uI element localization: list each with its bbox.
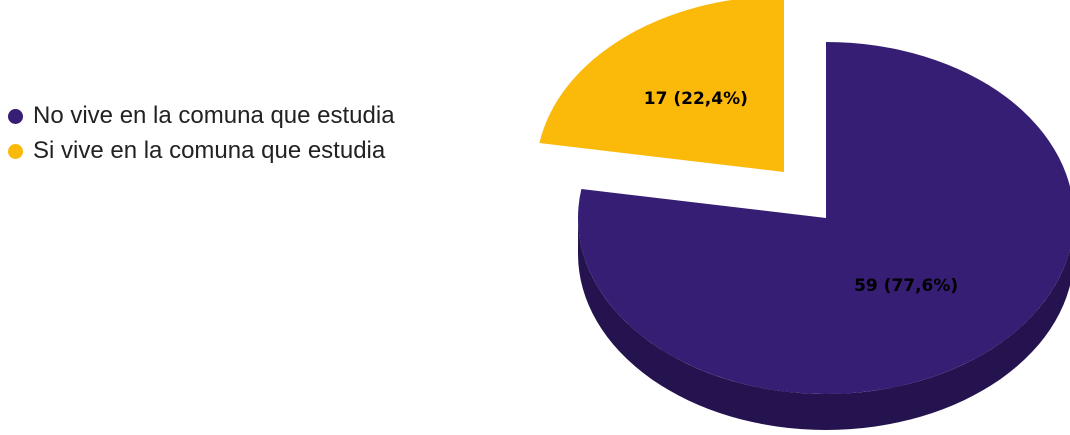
legend-item-no-vive: No vive en la comuna que estudia bbox=[8, 100, 395, 132]
slice-no-vive: 59 (77,6%) bbox=[578, 42, 1070, 430]
slice-si-vive-value-label: 17 (22,4%) bbox=[644, 89, 748, 109]
legend-label-si-vive: Si vive en la comuna que estudia bbox=[33, 137, 386, 164]
slice-no-vive-value-label: 59 (77,6%) bbox=[854, 276, 958, 296]
legend-marker-no-vive bbox=[8, 108, 23, 124]
slice-no-vive-side bbox=[578, 218, 1070, 430]
slice-no-vive-top bbox=[578, 42, 1070, 394]
legend-label-no-vive: No vive en la comuna que estudia bbox=[33, 102, 395, 129]
legend-marker-si-vive bbox=[8, 143, 23, 159]
slice-si-vive: 17 (22,4%) bbox=[539, 0, 784, 172]
legend-item-si-vive: Si vive en la comuna que estudia bbox=[8, 135, 395, 167]
slice-si-vive-top bbox=[539, 0, 784, 172]
chart-legend: No vive en la comuna que estudia Si vive… bbox=[8, 100, 395, 170]
